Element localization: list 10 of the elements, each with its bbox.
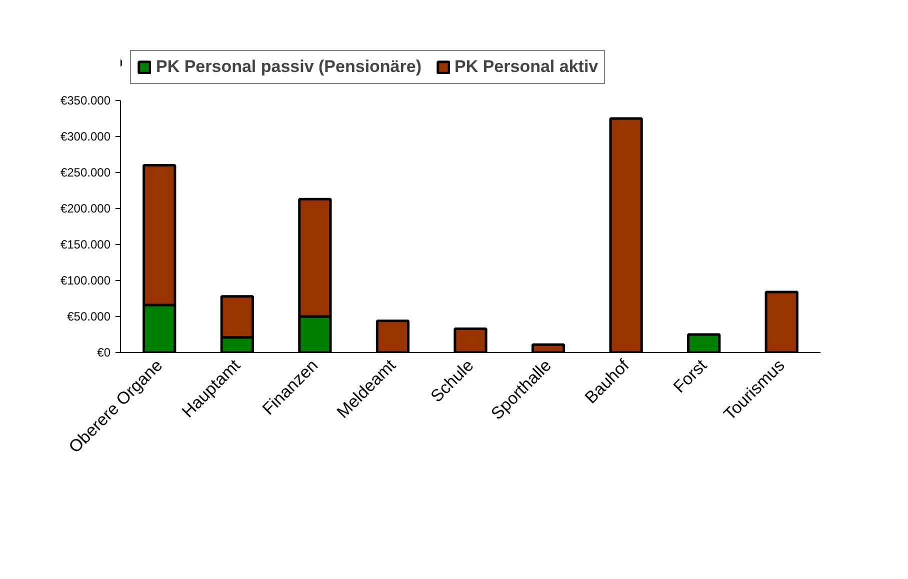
- y-tick-label: €150.000: [60, 238, 111, 252]
- y-tick-label: €200.000: [60, 202, 111, 216]
- legend-label: PK Personal aktiv: [454, 57, 598, 77]
- legend-label: PK Personal passiv (Pensionäre): [156, 57, 422, 77]
- y-tick-label: €0: [97, 346, 111, 360]
- y-tick-label: €350.000: [60, 94, 111, 108]
- y-tick-label: €300.000: [60, 130, 111, 144]
- y-tick-label: €100.000: [60, 274, 111, 288]
- y-tick-label: €50.000: [67, 310, 111, 324]
- y-tick-label: €250.000: [60, 166, 111, 180]
